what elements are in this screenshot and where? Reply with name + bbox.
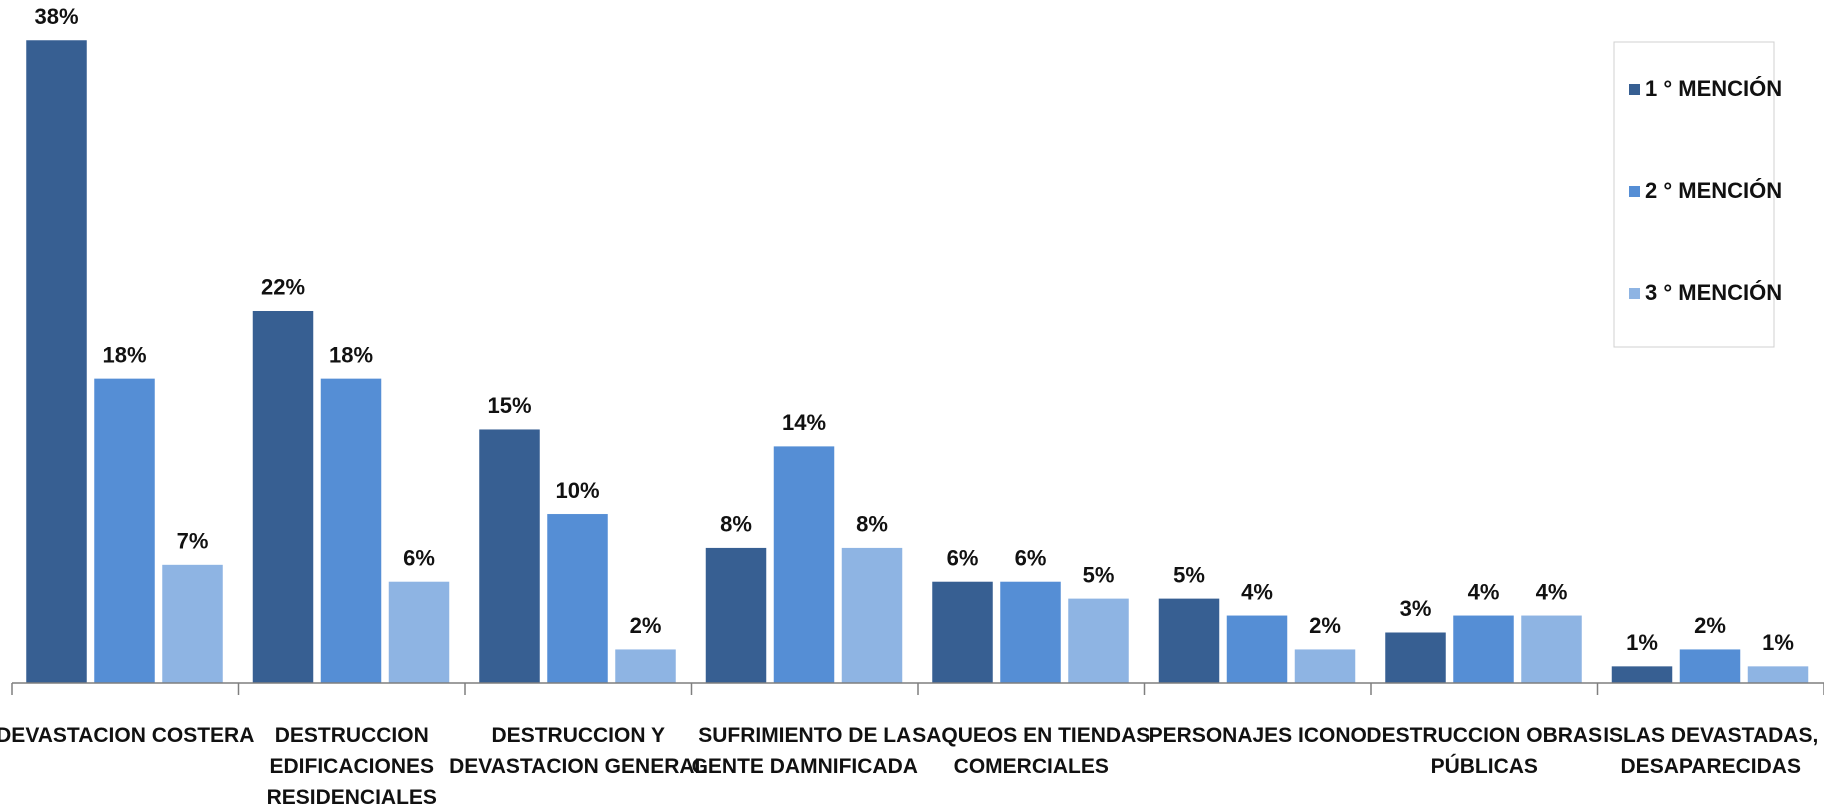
legend-label-3: 3 ° MENCIÓN: [1645, 280, 1782, 305]
legend-label-2: 2 ° MENCIÓN: [1645, 178, 1782, 203]
data-label-s1-c8: 1%: [1626, 630, 1658, 655]
data-label-s3-c6: 2%: [1309, 613, 1341, 638]
bar-s3-c1: [161, 564, 224, 684]
bar-s2-c2: [320, 378, 382, 684]
data-label-s3-c5: 5%: [1083, 562, 1115, 587]
x-tick-label-7: DESTRUCCION OBRAS PÚBLICAS: [1366, 724, 1602, 778]
bar-s2-c6: [1226, 615, 1288, 684]
x-axis-tick-labels: DEVASTACION COSTERA DESTRUCCION EDIFICACIO…: [0, 724, 1818, 808]
data-label-s1-c3: 15%: [487, 393, 531, 418]
data-label-s1-c6: 5%: [1173, 562, 1205, 587]
bar-s2-c5: [999, 581, 1062, 684]
bar-s1-c1: [25, 39, 88, 684]
data-label-s2-c8: 2%: [1694, 613, 1726, 638]
data-label-s1-c7: 3%: [1400, 596, 1432, 621]
bars-group: [25, 39, 1809, 684]
bar-s2-c1: [93, 378, 156, 684]
data-label-s3-c7: 4%: [1536, 579, 1568, 604]
bar-s1-c7: [1384, 631, 1447, 684]
data-label-s1-c2: 22%: [261, 275, 305, 300]
x-tick-label-2: DESTRUCCION EDIFICACIONES RESIDENCIALES: [267, 724, 437, 808]
bar-s1-c6: [1158, 598, 1220, 684]
x-tick-label-4: SUFRIMIENTO DE LA GENTE DAMNIFICADA: [692, 724, 918, 778]
bar-s1-c5: [931, 581, 994, 684]
bar-s1-c2: [252, 310, 314, 684]
data-label-s2-c3: 10%: [555, 478, 599, 503]
x-tick-label-3: DESTRUCCION Y DEVASTACION GENERAL: [449, 724, 707, 778]
legend-label-1: 1 ° MENCIÓN: [1645, 76, 1782, 101]
data-label-s2-c2: 18%: [329, 342, 373, 367]
bar-s2-c8: [1679, 648, 1741, 684]
data-label-s3-c8: 1%: [1762, 630, 1794, 655]
data-label-s1-c5: 6%: [947, 545, 979, 570]
data-label-s3-c3: 2%: [630, 613, 662, 638]
bar-s2-c3: [546, 513, 609, 684]
data-label-s1-c4: 8%: [720, 512, 752, 537]
bar-s2-c4: [773, 445, 835, 684]
bar-s3-c5: [1067, 598, 1130, 684]
x-axis-ticks: [11, 683, 1824, 695]
data-label-s3-c4: 8%: [856, 512, 888, 537]
x-tick-label-6: PERSONAJES ICONO: [1149, 724, 1367, 747]
data-label-s2-c6: 4%: [1241, 579, 1273, 604]
data-label-s2-c7: 4%: [1468, 579, 1500, 604]
legend-swatch-2: [1629, 186, 1640, 197]
bar-s3-c7: [1520, 615, 1583, 684]
data-label-s2-c4: 14%: [782, 410, 826, 435]
bar-s3-c3: [614, 648, 677, 684]
legend: 1 ° MENCIÓN 2 ° MENCIÓN 3 ° MENCIÓN: [1613, 41, 1782, 348]
bar-s1-c3: [478, 428, 541, 684]
legend-swatch-3: [1629, 288, 1640, 299]
data-labels-group: 38% 22% 15% 8% 6% 5% 3% 1% 18% 18% 10% 14% 6% 4% 4% 2% 7…: [34, 4, 1793, 655]
bar-s1-c4: [705, 547, 767, 684]
bar-s1-c8: [1611, 665, 1673, 684]
bar-s3-c6: [1294, 648, 1356, 684]
x-tick-label-1: DEVASTACION COSTERA: [0, 724, 254, 747]
data-label-s1-c1: 38%: [34, 4, 78, 29]
data-label-s3-c2: 6%: [403, 545, 435, 570]
bar-s3-c2: [388, 581, 450, 684]
data-label-s2-c1: 18%: [102, 342, 146, 367]
legend-swatch-1: [1629, 84, 1640, 95]
bar-s3-c8: [1747, 665, 1809, 684]
data-label-s3-c1: 7%: [177, 529, 209, 554]
bar-s2-c7: [1452, 615, 1515, 684]
x-tick-label-5: SAQUEOS EN TIENDAS COMERCIALES: [912, 724, 1150, 778]
data-label-s2-c5: 6%: [1015, 545, 1047, 570]
legend-frame: [1613, 41, 1775, 348]
x-tick-label-8: ISLAS DEVASTADAS, DESAPARECIDAS: [1603, 724, 1818, 778]
bar-s3-c4: [841, 547, 903, 684]
